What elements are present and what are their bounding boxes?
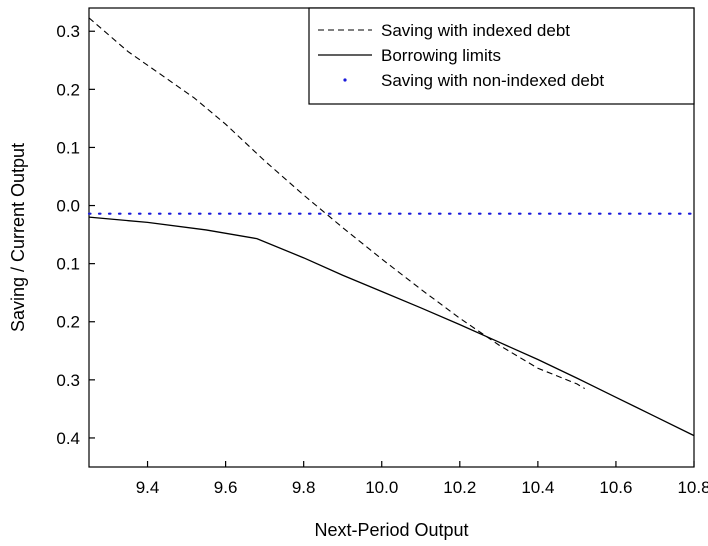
x-tick-label: 9.6 xyxy=(214,478,238,497)
x-tick-label: 9.8 xyxy=(292,478,316,497)
x-tick-label: 10.8 xyxy=(677,478,708,497)
y-tick-label: 0.2 xyxy=(56,80,80,99)
x-axis-ticks: 9.4 9.6 9.8 10.0 10.2 10.4 10.6 10.8 xyxy=(136,461,708,497)
legend-label: Borrowing limits xyxy=(381,46,501,65)
legend-swatch xyxy=(343,78,347,82)
y-tick-label: 0.1 xyxy=(56,138,80,157)
y-tick-label: 0.3 xyxy=(56,371,80,390)
x-tick-label: 10.4 xyxy=(521,478,554,497)
x-tick-label: 10.2 xyxy=(443,478,476,497)
series-lines xyxy=(87,17,696,437)
series-line-2 xyxy=(88,216,695,437)
legend-label: Saving with non-indexed debt xyxy=(381,71,604,90)
y-tick-label: 0.3 xyxy=(56,22,80,41)
legend-label: Saving with indexed debt xyxy=(381,21,570,40)
y-tick-label: 0.4 xyxy=(56,429,80,448)
x-tick-label: 10.0 xyxy=(365,478,398,497)
y-tick-label: 0.1 xyxy=(56,255,80,274)
series-line-1 xyxy=(88,17,585,390)
x-tick-label: 9.4 xyxy=(136,478,160,497)
y-axis-ticks: 0.3 0.2 0.1 0.0 0.1 0.2 0.3 0.4 xyxy=(56,22,95,448)
legend-box xyxy=(308,7,695,105)
y-tick-label: 0.2 xyxy=(56,313,80,332)
y-tick-label: 0.0 xyxy=(56,197,80,216)
y-axis-title: Saving / Current Output xyxy=(8,143,28,332)
legend: Saving with indexed debt Borrowing limits… xyxy=(308,7,695,105)
x-tick-label: 10.6 xyxy=(599,478,632,497)
x-axis-title: Next-Period Output xyxy=(314,520,468,540)
